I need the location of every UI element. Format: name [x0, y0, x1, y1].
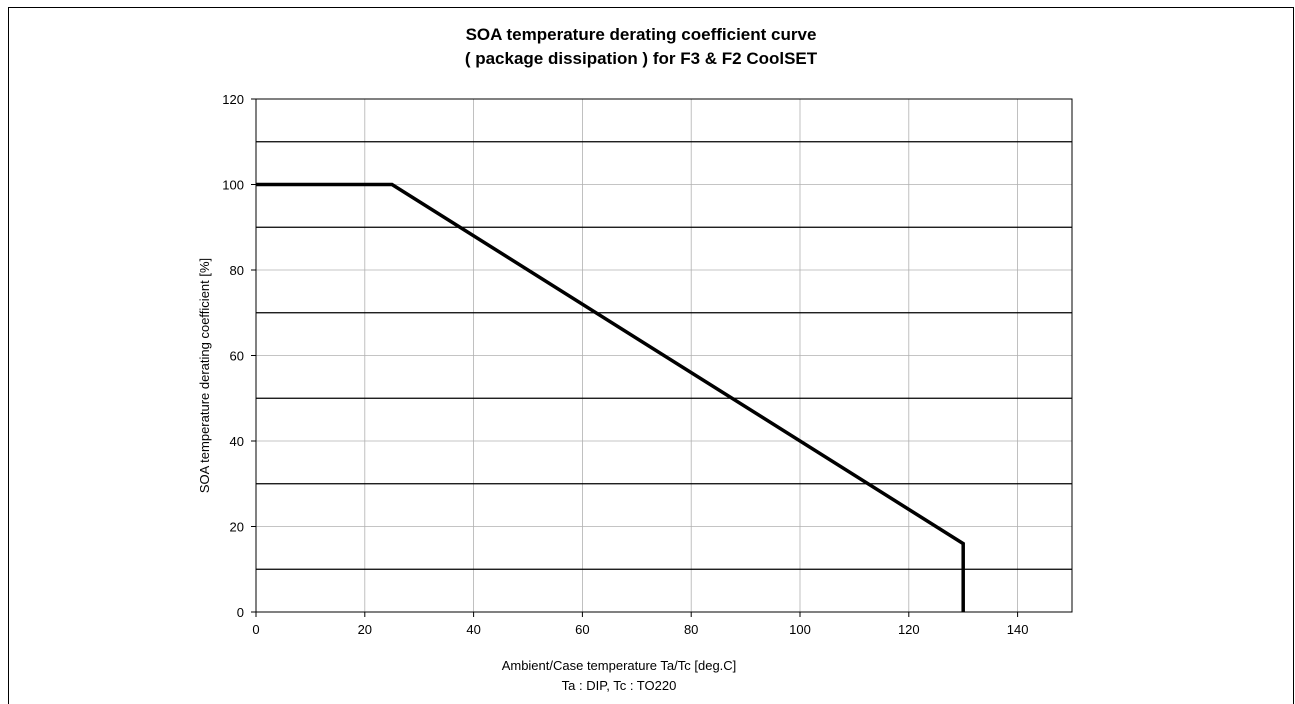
- x-tick-label: 140: [1007, 622, 1029, 637]
- y-tick-label: 60: [230, 349, 244, 364]
- series-group: [256, 182, 965, 612]
- x-tick-label: 20: [358, 622, 372, 637]
- y-axis-label: SOA temperature derating coefficient [%]: [197, 258, 212, 493]
- x-axis-label-secondary: Ta : DIP, Tc : TO220: [562, 678, 677, 693]
- y-tick-label: 0: [237, 605, 244, 620]
- x-tick-label: 100: [789, 622, 811, 637]
- y-tick-label: 100: [222, 178, 244, 193]
- x-tick-label: 40: [466, 622, 480, 637]
- series-line: [256, 182, 965, 612]
- x-axis-label: Ambient/Case temperature Ta/Tc [deg.C]: [502, 658, 737, 673]
- plot-area-border: [255, 98, 1073, 613]
- y-tick-label: 20: [230, 520, 244, 535]
- y-tick-label: 120: [222, 92, 244, 107]
- y-tick-label: 40: [230, 434, 244, 449]
- x-tick-label: 60: [575, 622, 589, 637]
- x-tick-label: 120: [898, 622, 920, 637]
- x-tick-label: 0: [252, 622, 259, 637]
- x-tick-label: 80: [684, 622, 698, 637]
- grid: [256, 99, 1072, 612]
- chart-subtitle: ( package dissipation ) for F3 & F2 Cool…: [465, 49, 818, 68]
- chart-frame: [8, 7, 1294, 704]
- y-tick-label: 80: [230, 263, 244, 278]
- ticks: 0 20 40 60 80 100 120 140 0 20 40 60 80 100 120: [222, 92, 1028, 637]
- chart-title: SOA temperature derating coefficient cur…: [466, 25, 817, 44]
